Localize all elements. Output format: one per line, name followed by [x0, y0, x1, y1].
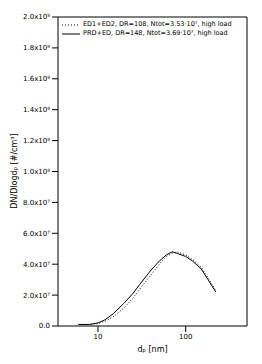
- svg-text:2.0x10⁸: 2.0x10⁸: [23, 13, 50, 21]
- svg-text:1.6x10⁸: 1.6x10⁸: [23, 75, 50, 83]
- svg-text:2.0x10⁷: 2.0x10⁷: [23, 292, 50, 300]
- svg-text:1.0x10⁸: 1.0x10⁸: [23, 168, 50, 176]
- html-text:ED1+ED2, DR=108, Ntot=3.53·10⁷: ED1+ED2, DR=108, Ntot=3.53·10⁷, high loa…: [83, 20, 232, 28]
- svg-text:8.0x10⁷: 8.0x10⁷: [23, 199, 50, 207]
- svg-text:0.0: 0.0: [39, 322, 50, 330]
- svg-text:1.4x10⁸: 1.4x10⁸: [23, 106, 50, 114]
- svg-text:6.0x10⁷: 6.0x10⁷: [23, 230, 50, 238]
- svg-text:1.8x10⁸: 1.8x10⁸: [23, 44, 50, 52]
- svg-text:dₚ [nm]: dₚ [nm]: [137, 345, 167, 354]
- svg-text:4.0x10⁷: 4.0x10⁷: [23, 261, 50, 269]
- svg-text:10: 10: [94, 333, 103, 341]
- html-text:DN/Dlogdₚ [#/cm³]: DN/Dlogdₚ [#/cm³]: [9, 133, 19, 209]
- svg-text:100: 100: [179, 333, 192, 341]
- svg-text:1.2x10⁸: 1.2x10⁸: [23, 137, 50, 145]
- html-text:PRD+ED, DR=148, Ntot=3.69·10⁷,: PRD+ED, DR=148, Ntot=3.69·10⁷, high load: [83, 29, 228, 37]
